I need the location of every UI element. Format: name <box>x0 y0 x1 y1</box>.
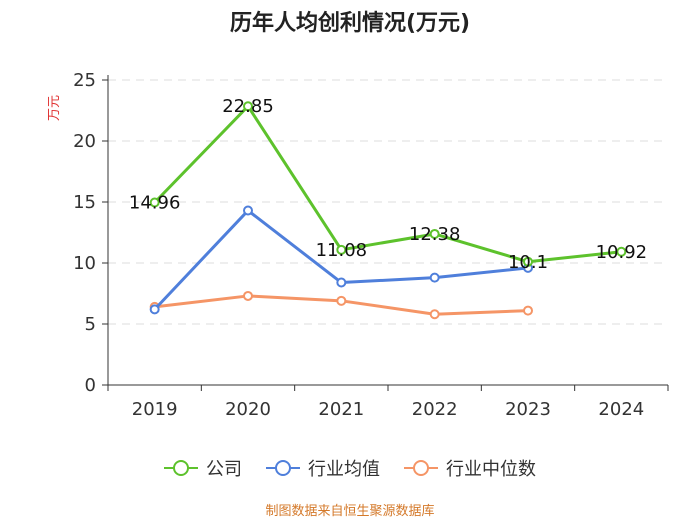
data-point <box>243 290 253 301</box>
legend-label: 行业均值 <box>308 459 380 480</box>
x-tick-label: 2021 <box>318 399 364 420</box>
x-axis: 2019 2020 2021 2022 2023 2024 <box>107 385 669 420</box>
source-note: 制图数据来自恒生聚源数据库 <box>265 503 434 519</box>
data-label: 11.08 <box>316 240 368 261</box>
data-point <box>429 309 440 320</box>
legend-label: 行业中位数 <box>446 459 536 480</box>
legend-marker <box>275 460 291 476</box>
series-2 <box>149 290 533 320</box>
series-0 <box>149 101 627 267</box>
data-point <box>523 305 533 316</box>
x-tick-label: 2019 <box>132 399 178 420</box>
y-tick-label: 5 <box>85 314 96 335</box>
data-point <box>149 304 160 315</box>
y-axis: 0 5 10 15 20 25 <box>73 70 108 396</box>
data-point <box>243 101 253 112</box>
data-point <box>429 228 440 239</box>
y-tick-label: 0 <box>85 375 96 396</box>
data-point <box>336 244 347 255</box>
data-label: 10.92 <box>596 242 648 263</box>
chart-title: 历年人均创利情况(万元) <box>230 10 470 36</box>
y-tick-label: 25 <box>73 70 96 91</box>
data-point <box>616 246 627 257</box>
axes <box>107 75 668 386</box>
series-line <box>153 104 622 264</box>
x-tick-label: 2022 <box>412 399 458 420</box>
data-point <box>336 295 347 306</box>
legend-item: 行业中位数 <box>404 459 536 480</box>
legend-marker <box>413 460 429 476</box>
data-label: 12.38 <box>409 224 461 245</box>
data-label: 14.96 <box>129 192 181 213</box>
grid-lines <box>108 79 668 325</box>
x-tick-label: 2023 <box>505 399 551 420</box>
data-point <box>149 197 160 208</box>
data-point <box>429 272 440 283</box>
data-label: 22.85 <box>222 96 274 117</box>
legend: 公司 行业均值 行业中位数 <box>164 459 536 480</box>
x-tick-label: 2024 <box>598 399 644 420</box>
data-point <box>523 256 533 267</box>
data-point <box>243 205 253 216</box>
y-tick-label: 20 <box>73 131 96 152</box>
plot-series: 14.96 22.85 11.08 12.38 10.1 10.92 <box>129 96 648 320</box>
data-label: 10.1 <box>508 252 548 273</box>
y-tick-label: 15 <box>73 192 96 213</box>
data-point <box>336 277 347 288</box>
legend-label: 公司 <box>206 459 242 480</box>
legend-item: 行业均值 <box>266 459 380 480</box>
legend-marker <box>173 460 189 476</box>
x-tick-label: 2020 <box>225 399 271 420</box>
y-tick-label: 10 <box>73 253 96 274</box>
legend-item: 公司 <box>164 459 242 480</box>
y-axis-unit-label: 万元 <box>47 95 62 121</box>
